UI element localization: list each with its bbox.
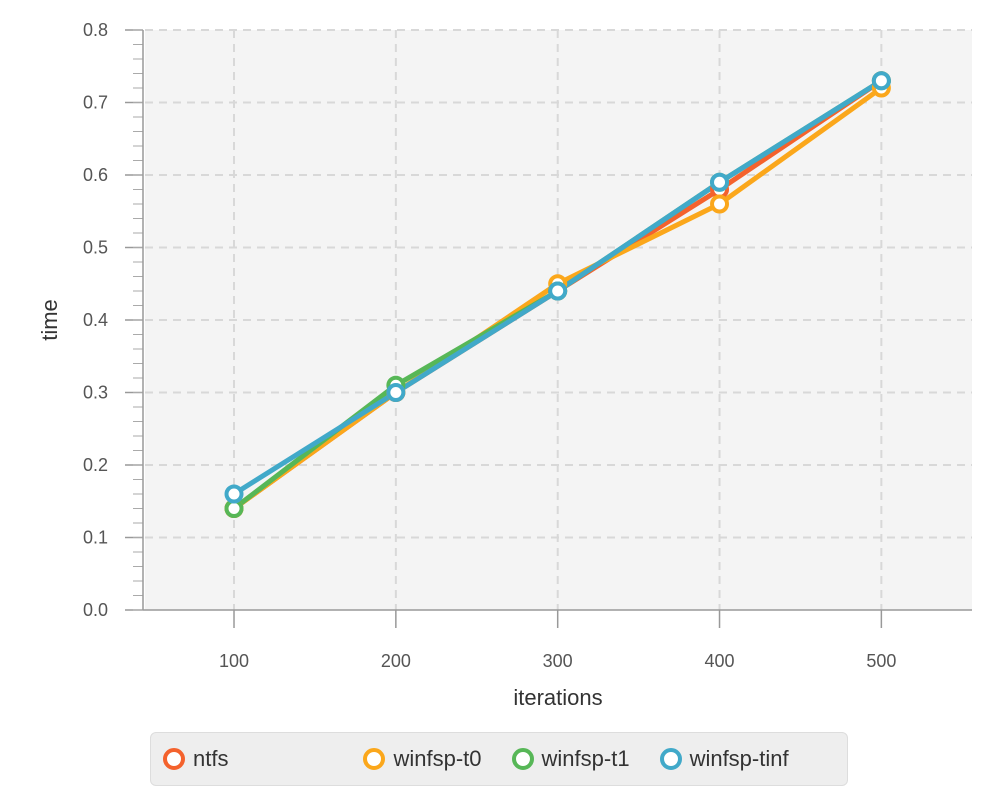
legend-label: winfsp-tinf	[689, 746, 789, 771]
legend-item-winfsp-t1[interactable]: winfsp-t1	[511, 746, 630, 772]
y-tick-label: 0.3	[83, 383, 108, 403]
y-tick-label: 0.6	[83, 165, 108, 185]
x-tick-label: 200	[381, 651, 411, 671]
legend-item-winfsp-t0[interactable]: winfsp-t0	[363, 746, 482, 772]
x-axis-label: iterations	[513, 685, 602, 710]
y-axis-label: time	[37, 299, 62, 341]
y-tick-label: 0.5	[83, 238, 108, 258]
data-point-winfsp-t0	[710, 194, 730, 214]
data-point-winfsp-tinf	[386, 383, 406, 402]
legend: ntfs winfsp-t0 winfsp-t1 winfsp-tinf	[150, 732, 848, 786]
data-point-winfsp-tinf	[224, 484, 244, 504]
legend-label: winfsp-t1	[541, 746, 630, 771]
y-tick-label: 0.7	[83, 93, 108, 113]
legend-label: ntfs	[193, 746, 229, 771]
data-point-winfsp-tinf	[871, 71, 891, 91]
x-tick-label: 400	[705, 651, 735, 671]
legend-label: winfsp-t0	[393, 746, 482, 771]
y-tick-label: 0.1	[83, 528, 108, 548]
legend-item-ntfs[interactable]: ntfs	[163, 746, 228, 772]
y-tick-label: 0.0	[83, 600, 108, 620]
y-tick-label: 0.8	[83, 20, 108, 40]
legend-marker-icon	[163, 748, 185, 770]
y-tick-label: 0.2	[83, 455, 108, 475]
legend-marker-icon	[659, 748, 682, 770]
data-point-winfsp-tinf	[548, 281, 568, 301]
legend-marker-icon	[363, 748, 386, 770]
x-tick-label: 300	[543, 651, 573, 671]
legend-item-winfsp-tinf[interactable]: winfsp-tinf	[659, 746, 789, 772]
data-point-winfsp-tinf	[710, 172, 730, 192]
x-tick-label: 500	[866, 651, 896, 671]
legend-marker-icon	[511, 748, 534, 770]
line-chart: 0.0 0.1 0.2 0.3 0.4 0.5 0.6 0.7 0.8 100 200 300 400 5…	[37, 20, 972, 710]
x-tick-label: 100	[219, 651, 249, 671]
y-tick-label: 0.4	[83, 310, 108, 330]
